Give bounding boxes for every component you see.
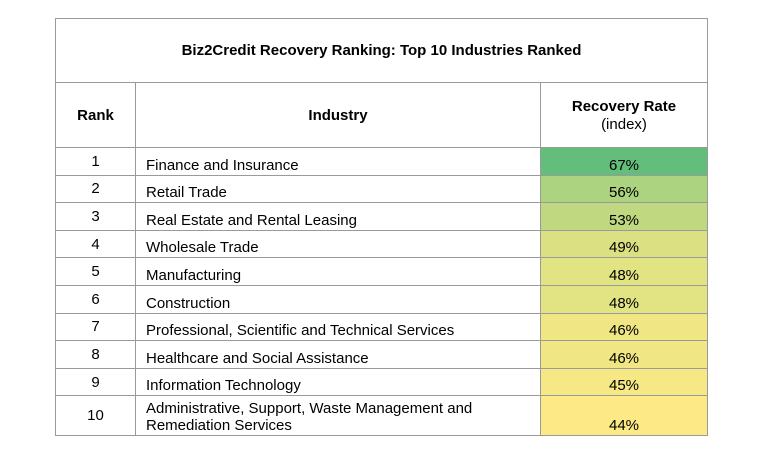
table-row: 3 Real Estate and Rental Leasing 53% (55, 202, 708, 231)
recovery-rate-cell: 48% (540, 284, 708, 314)
industry-header: Industry (135, 82, 541, 148)
rank-cell: 8 (55, 340, 136, 369)
table-title: Biz2Credit Recovery Ranking: Top 10 Indu… (55, 18, 708, 83)
table-row: 1 Finance and Insurance 67% (55, 147, 708, 176)
industry-cell: Professional, Scientific and Technical S… (135, 312, 541, 342)
rank-header: Rank (55, 82, 136, 148)
recovery-rate-cell: 46% (540, 312, 708, 342)
industry-cell: Information Technology (135, 367, 541, 397)
recovery-rate-header: Recovery Rate (index) (540, 82, 708, 148)
industry-cell: Real Estate and Rental Leasing (135, 202, 541, 231)
table-row: 4 Wholesale Trade 49% (55, 229, 708, 259)
recovery-rate-cell: 56% (540, 174, 708, 204)
table-row: 6 Construction 48% (55, 284, 708, 314)
recovery-rate-cell: 48% (540, 257, 708, 286)
rank-cell: 6 (55, 284, 136, 314)
industry-cell: Manufacturing (135, 257, 541, 286)
industry-cell: Construction (135, 284, 541, 314)
ranking-table: Biz2Credit Recovery Ranking: Top 10 Indu… (55, 18, 708, 437)
rank-cell: 1 (55, 147, 136, 176)
recovery-rate-cell: 53% (540, 202, 708, 231)
industry-cell: Healthcare and Social Assistance (135, 340, 541, 369)
table-row: 2 Retail Trade 56% (55, 174, 708, 204)
recovery-rate-cell: 46% (540, 340, 708, 369)
table-row: 10 Administrative, Support, Waste Managem… (55, 395, 708, 437)
recovery-rate-cell: 44% (540, 395, 708, 437)
rank-cell: 9 (55, 367, 136, 397)
rank-cell: 3 (55, 202, 136, 231)
table-row: 5 Manufacturing 48% (55, 257, 708, 286)
industry-cell: Retail Trade (135, 174, 541, 204)
rank-cell: 10 (55, 395, 136, 437)
recovery-rate-cell: 67% (540, 147, 708, 176)
industry-cell: Administrative, Support, Waste Managemen… (135, 395, 541, 437)
recovery-rate-cell: 45% (540, 367, 708, 397)
rank-cell: 5 (55, 257, 136, 286)
table-row: 9 Information Technology 45% (55, 367, 708, 397)
table-row: 7 Professional, Scientific and Technical … (55, 312, 708, 342)
rank-cell: 4 (55, 229, 136, 259)
industry-cell: Wholesale Trade (135, 229, 541, 259)
table-row: 8 Healthcare and Social Assistance 46% (55, 340, 708, 369)
rank-cell: 7 (55, 312, 136, 342)
industry-cell: Finance and Insurance (135, 147, 541, 176)
recovery-rate-cell: 49% (540, 229, 708, 259)
rank-cell: 2 (55, 174, 136, 204)
